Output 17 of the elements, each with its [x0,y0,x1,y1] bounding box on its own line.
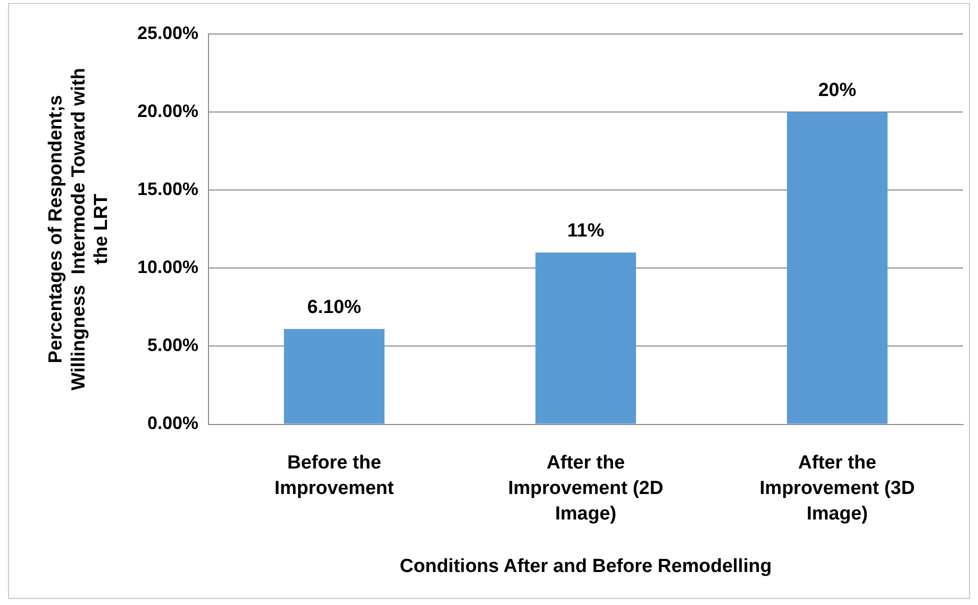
bar [786,112,888,424]
y-tick-label: 0.00% [147,413,198,434]
y-axis-title: Percentages of Respondent;s Willingness Intermode Toward with the LRT [46,68,112,390]
y-tick-label: 5.00% [147,335,198,356]
x-axis-title: Conditions After and Before Remodelling [400,556,772,577]
x-tick-label: After the Improvement (2D Image) [508,452,664,525]
data-label: 20% [818,80,856,101]
bar [535,252,636,424]
x-tick-label: Before the Improvement [274,452,395,499]
data-label: 6.10% [307,296,362,318]
y-tick-label: 20.00% [137,101,198,122]
y-tick-label: 15.00% [137,179,198,200]
y-tick-label: 25.00% [137,22,198,43]
y-tick-label: 10.00% [137,257,198,278]
bar [284,329,385,424]
x-tick-label: After the Improvement (3D Image) [760,452,915,525]
data-label: 11% [567,220,604,242]
